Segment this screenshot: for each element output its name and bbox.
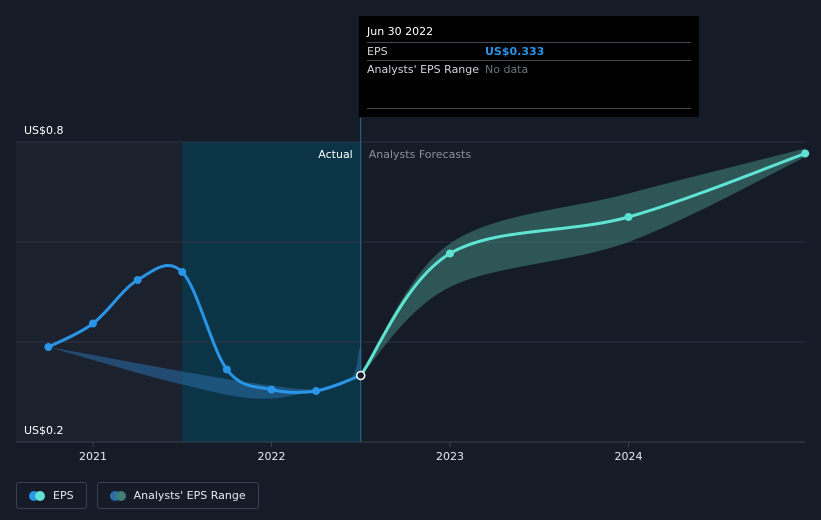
- x-axis-ticks: 2021 2022 2023 2024: [79, 442, 643, 463]
- legend-eps-label: EPS: [53, 489, 74, 502]
- legend-eps-range-label: Analysts' EPS Range: [133, 489, 246, 502]
- eps-point[interactable]: [267, 385, 276, 394]
- forecast-label: Analysts Forecasts: [369, 148, 472, 161]
- eps-range-band-forecast: [360, 148, 806, 376]
- eps-forecast-point[interactable]: [801, 149, 810, 158]
- eps-series: [46, 152, 807, 394]
- legend-item-eps[interactable]: EPS: [16, 482, 87, 509]
- tooltip: Jun 30 2022 EPS US$0.333 Analysts' EPS R…: [359, 16, 699, 117]
- eps-point[interactable]: [312, 387, 321, 395]
- tooltip-divider: [367, 108, 691, 109]
- eps-line: [46, 264, 363, 394]
- tooltip-row-eps: EPS US$0.333: [367, 42, 691, 60]
- eps-point[interactable]: [133, 276, 142, 284]
- legend: EPS Analysts' EPS Range: [16, 482, 259, 509]
- eps-forecast-line: [359, 152, 807, 377]
- gridlines: [16, 141, 805, 343]
- tooltip-range-label: Analysts' EPS Range: [367, 63, 480, 76]
- eps-range-bands: [48, 148, 806, 399]
- eps-point[interactable]: [178, 268, 187, 276]
- x-tick-label: 2024: [615, 450, 643, 463]
- x-tick-label: 2023: [436, 450, 464, 463]
- x-tick-label: 2021: [79, 450, 107, 463]
- eps-forecast-point[interactable]: [624, 213, 633, 221]
- eps-range-band-past: [48, 347, 361, 399]
- actual-label: Actual: [318, 148, 352, 161]
- legend-item-eps-range[interactable]: Analysts' EPS Range: [96, 482, 259, 509]
- eps-hover-point[interactable]: [356, 370, 366, 381]
- tooltip-date: Jun 30 2022: [367, 25, 434, 38]
- y-axis-top-label: US$0.8: [24, 124, 64, 137]
- eps-range-swatch-icon: [109, 490, 126, 501]
- eps-forecast-point[interactable]: [446, 249, 454, 258]
- tooltip-range-value: No data: [485, 63, 529, 76]
- tooltip-row-range: Analysts' EPS Range No data: [367, 60, 691, 78]
- eps-point[interactable]: [89, 319, 97, 328]
- tooltip-eps-value: US$0.333: [485, 45, 545, 58]
- eps-point[interactable]: [44, 343, 53, 351]
- eps-points: [44, 149, 810, 395]
- eps-point[interactable]: [222, 365, 231, 374]
- x-tick-label: 2022: [258, 450, 286, 463]
- eps-swatch-icon: [29, 490, 45, 501]
- tooltip-eps-label: EPS: [367, 45, 388, 58]
- y-axis-bottom-label: US$0.2: [24, 424, 64, 437]
